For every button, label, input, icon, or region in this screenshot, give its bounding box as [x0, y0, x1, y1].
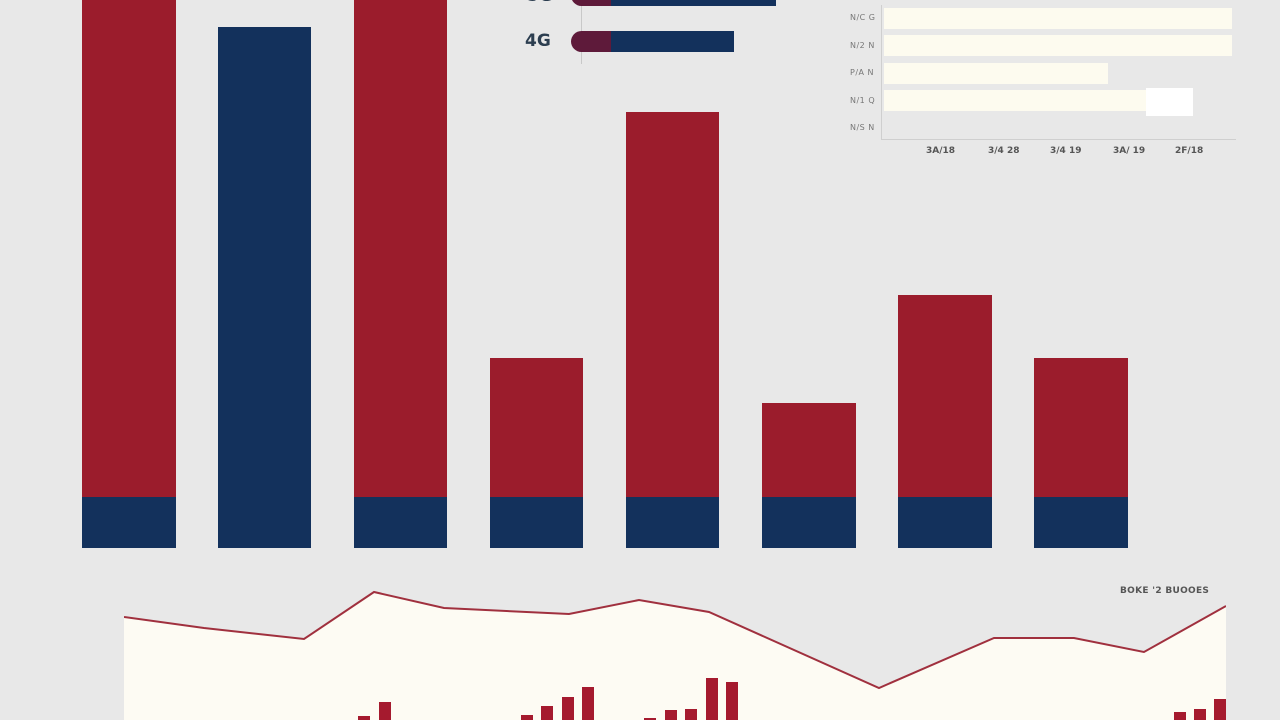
- small-bar: [1174, 712, 1186, 720]
- mini-x-label-4: 3A/ 19: [1113, 146, 1146, 156]
- mini-y-label-3: P/A N: [850, 68, 875, 77]
- hbar-label-4g: 4G: [525, 31, 551, 51]
- small-bar: [562, 697, 574, 720]
- small-bar: [521, 715, 533, 720]
- mini-y-axis: [881, 5, 882, 140]
- bar-3-navy: [354, 497, 447, 548]
- mini-bar-4-highlight: [1146, 88, 1193, 116]
- bar-3-red: [354, 0, 447, 497]
- mini-x-axis: [881, 139, 1236, 140]
- bar-8-navy: [1034, 497, 1128, 548]
- bar-6-navy: [762, 497, 856, 548]
- bar-7-navy: [898, 497, 992, 548]
- mini-x-label-1: 3A/18: [926, 146, 956, 156]
- mini-bar-2: [884, 35, 1232, 56]
- bar-7-red: [898, 295, 992, 497]
- small-bar: [1194, 709, 1206, 720]
- mini-y-label-1: N/C G: [850, 13, 876, 22]
- mini-x-label-5: 2F/18: [1175, 146, 1204, 156]
- small-bar: [582, 687, 594, 720]
- small-bar: [541, 706, 553, 720]
- mini-y-label-5: N/S N: [850, 123, 875, 132]
- bar-2-navy: [218, 27, 311, 548]
- bottom-area-chart: [124, 590, 1226, 720]
- bar-4-red: [490, 358, 583, 497]
- mini-y-label-2: N/2 N: [850, 41, 875, 50]
- area-line-svg: [124, 590, 1226, 720]
- small-bar: [726, 682, 738, 720]
- bar-4-navy: [490, 497, 583, 548]
- small-bar: [358, 716, 370, 720]
- bar-5-navy: [626, 497, 719, 548]
- small-bar: [665, 710, 677, 720]
- hbar-label-5g: 5G: [527, 0, 553, 6]
- hbar-5g: [571, 0, 776, 6]
- small-bar: [1214, 699, 1226, 720]
- mini-bar-3: [884, 63, 1108, 84]
- bar-5-red: [626, 112, 719, 497]
- small-bar: [379, 702, 391, 720]
- bar-6-red: [762, 403, 856, 497]
- small-bar: [685, 709, 697, 720]
- bar-1-red: [82, 0, 176, 497]
- mini-bar-1: [884, 8, 1232, 29]
- small-bar: [706, 678, 718, 720]
- bar-8-red: [1034, 358, 1128, 497]
- mini-x-label-2: 3/4 28: [988, 146, 1020, 156]
- bottom-annotation: BOKE '2 BUOOES: [1120, 586, 1210, 596]
- mini-y-label-4: N/1 Q: [850, 96, 876, 105]
- bar-1-navy: [82, 497, 176, 548]
- mini-x-label-3: 3/4 19: [1050, 146, 1082, 156]
- mini-bar-4: [884, 90, 1146, 111]
- small-bar: [644, 718, 656, 720]
- hbar-4g: [571, 31, 734, 52]
